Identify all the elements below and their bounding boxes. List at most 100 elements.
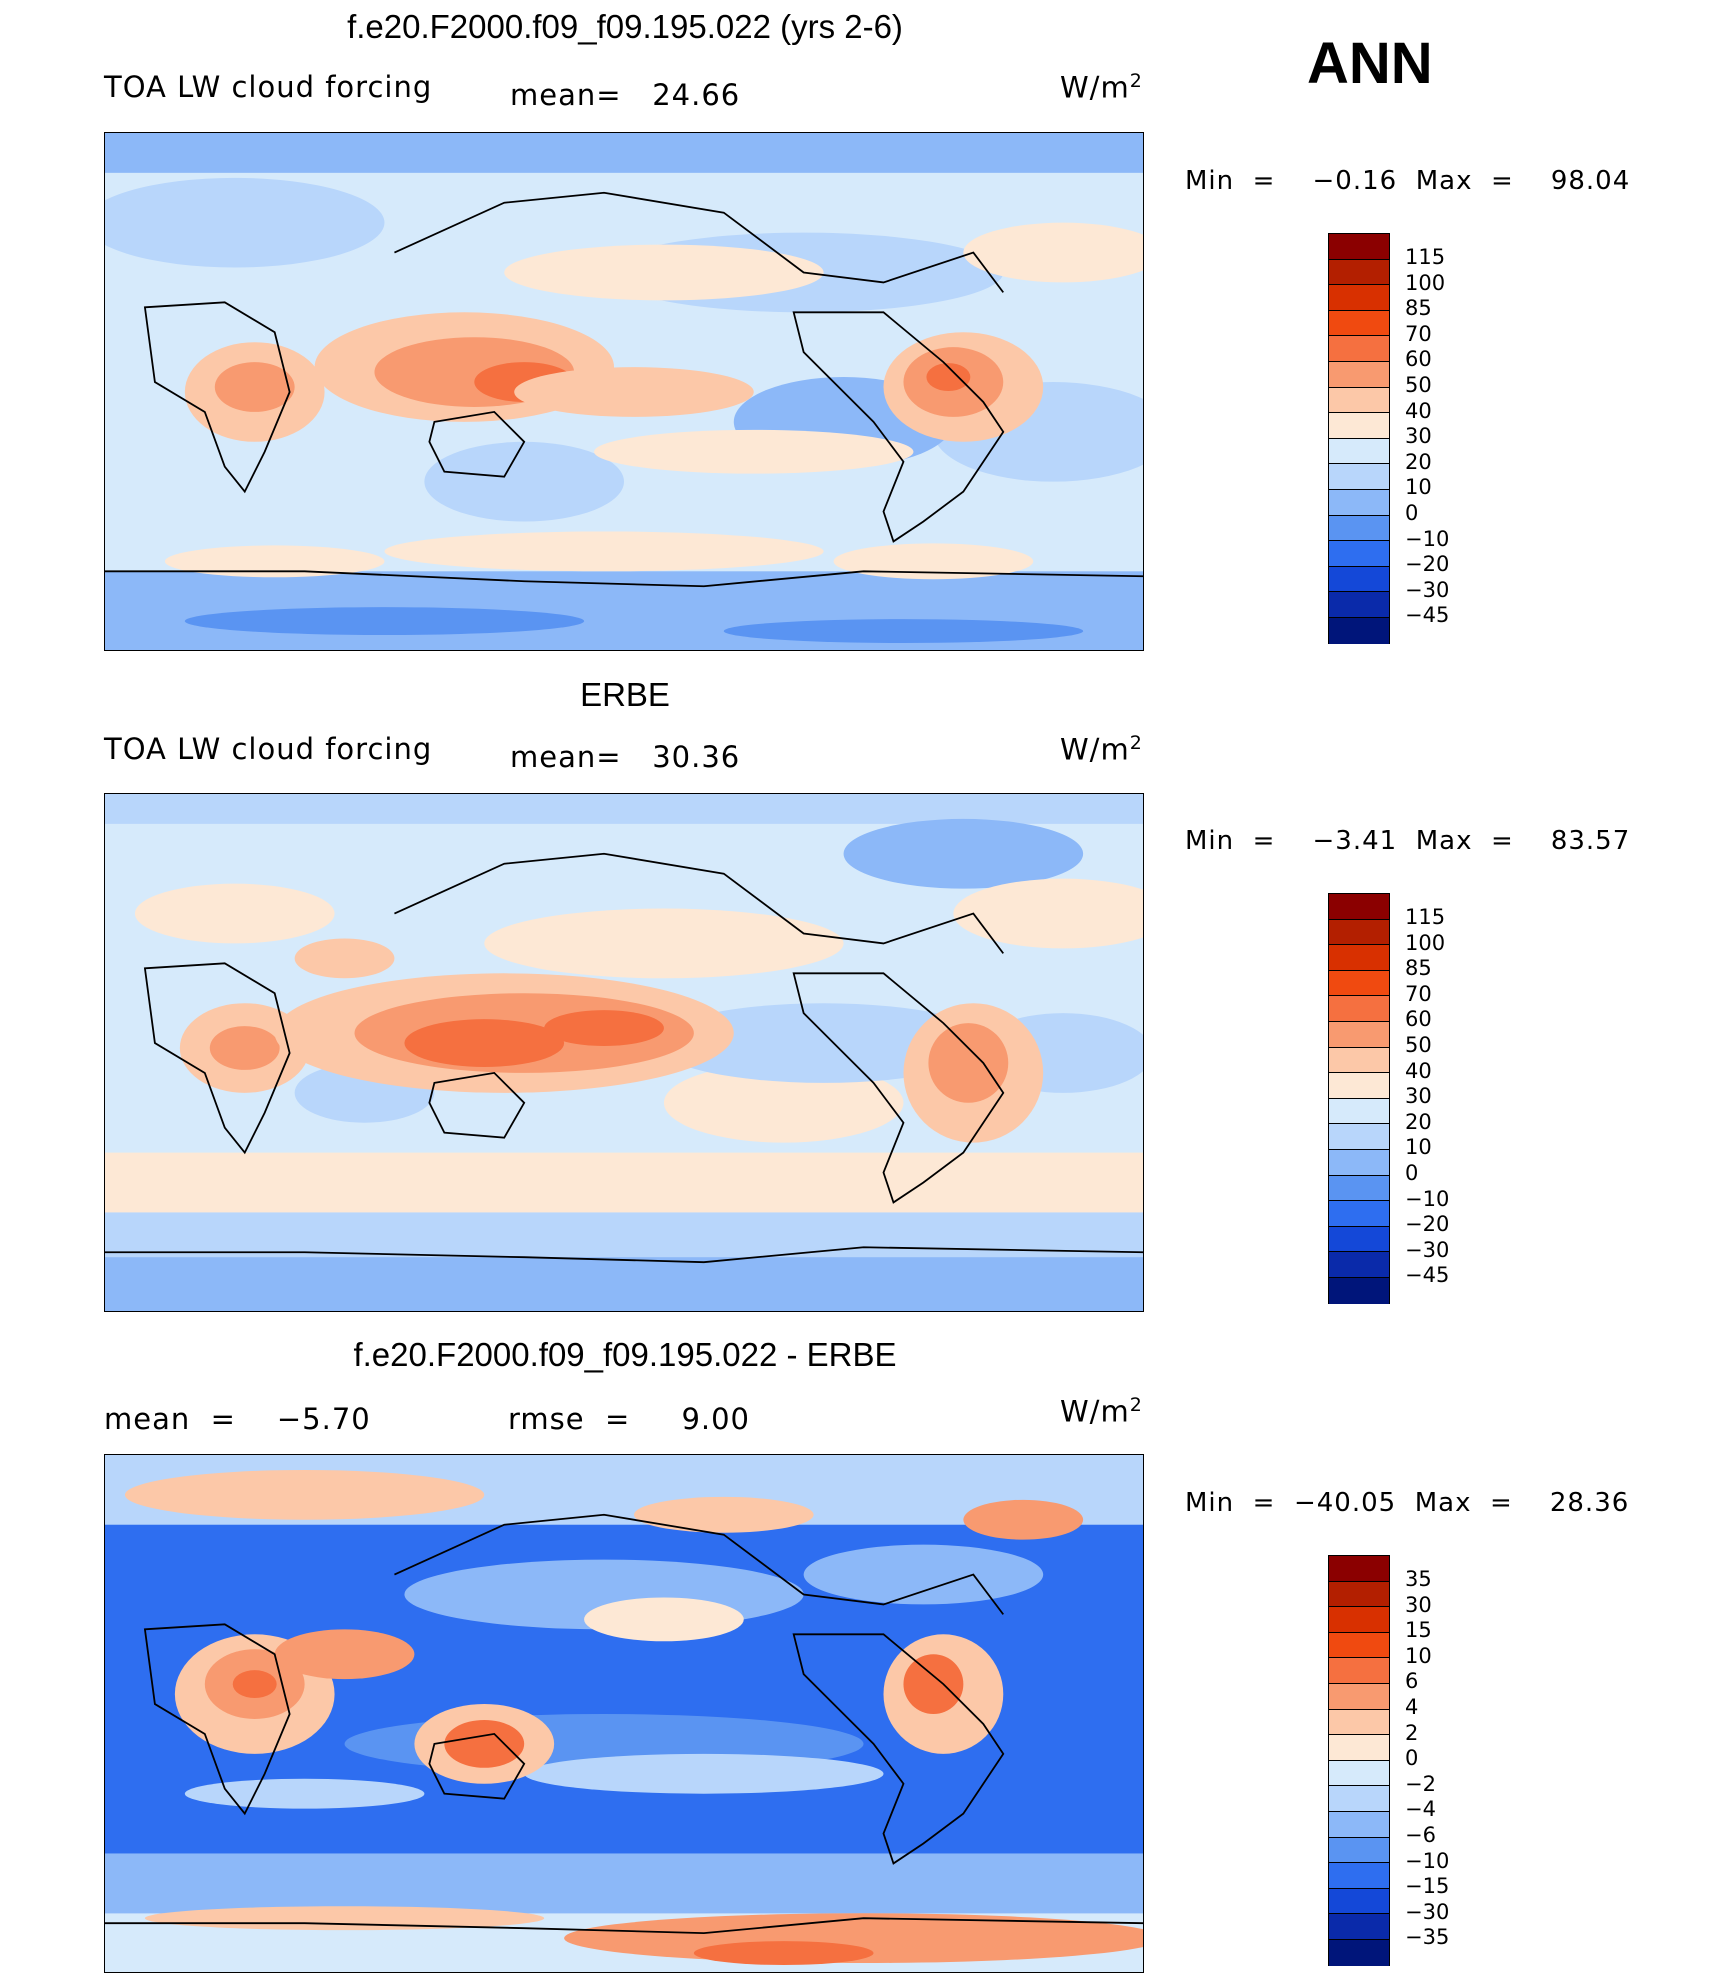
panel1-colorbar-swatch [1329,541,1389,567]
panel1-colorbar-tick-label: −30 [1405,577,1450,602]
panel3-colorbar-tick-label: −4 [1405,1797,1436,1822]
panel1-colorbar-labels: 115 100 85 70 60 50 40 30 20 10 0 −10 −20 −30 −45 [1405,245,1449,629]
panel1-colorbar-swatch [1329,413,1389,439]
panel3-colorbar-swatch [1329,1632,1389,1659]
panel1-colorbar-swatch [1329,336,1389,362]
panel2-colorbar-tick-label: 0 [1405,1160,1419,1185]
panel3-colorbar-tick-label: −6 [1405,1822,1436,1847]
panel2-map [104,793,1144,1312]
panel3-colorbar-swatch [1329,1735,1389,1761]
panel1-colorbar-tick-label: 115 [1405,245,1446,269]
panel1-colorbar-swatch [1329,361,1389,388]
panel3-colorbar-swatch [1329,1888,1389,1915]
panel3-colorbar-tick-label: −10 [1405,1848,1450,1873]
panel2-colorbar-swatch [1329,1021,1389,1048]
panel2-colorbar-labels: 115 100 85 70 60 50 40 30 20 10 0 −10 −20 −30 −45 [1405,905,1449,1289]
panel2-colorbar-swatch [1329,1226,1389,1253]
panel3-colorbar-swatch [1329,1556,1389,1582]
panel2-colorbar-swatch [1329,1201,1389,1227]
panel2-colorbar-swatch [1329,919,1389,946]
panel1-colorbar-tick-label: 100 [1405,270,1446,295]
panel3-colorbar-swatch [1329,1709,1389,1736]
panel3-colorbar-swatch [1329,1863,1389,1889]
panel1-contour-plot [105,133,1143,650]
panel1-colorbar-swatch [1329,438,1389,465]
panel1-colorbar-tick-label: 60 [1405,347,1432,372]
panel1-mean: mean= 24.66 [510,78,741,112]
panel2-colorbar-tick-label: 40 [1405,1058,1432,1083]
panel1-colorbar-tick-label: −10 [1405,526,1450,551]
panel2-colorbar-swatch [1329,1047,1389,1074]
panel2-minmax: Min = −3.41 Max = 83.57 [1185,826,1631,856]
panel3-colorbar-tick-label: −30 [1405,1899,1450,1924]
panel2-colorbar-swatch [1329,894,1389,920]
panel1-colorbar-tick-label: 40 [1405,398,1432,423]
panel1-units: W/m2 [1060,70,1143,105]
panel2-colorbar-swatch [1329,1073,1389,1099]
panel2-colorbar-tick-label: 60 [1405,1007,1432,1032]
panel3-units: W/m2 [1060,1394,1143,1429]
panel1-colorbar-tick-label: −20 [1405,552,1450,577]
panel2-colorbar-tick-label: 115 [1405,905,1446,929]
panel3-colorbar-swatch [1329,1837,1389,1864]
panel2-colorbar-swatch [1329,1124,1389,1150]
panel3-contour-plot [105,1455,1143,1972]
panel3-colorbar-tick-label: 30 [1405,1592,1432,1617]
panel3-colorbar-tick-label: 2 [1405,1720,1419,1745]
panel2-colorbar-swatch [1329,1149,1389,1176]
panel3-colorbar-tick-label: 6 [1405,1669,1419,1694]
panel1-colorbar-swatch [1329,310,1389,337]
panel1-colorbar-swatch [1329,285,1389,311]
panel1-colorbar-tick-label: 30 [1405,424,1432,449]
panel3-colorbar-tick-label: −15 [1405,1874,1450,1899]
panel1-colorbar-swatch [1329,592,1389,618]
panel1-colorbar-tick-label: 50 [1405,372,1432,397]
panel3-colorbar-swatch [1329,1786,1389,1812]
panel3-colorbar-tick-label: 35 [1405,1567,1432,1591]
panel3-colorbar-swatch [1329,1607,1389,1633]
panel2-colorbar-swatch [1329,1175,1389,1202]
panel1-title: f.e20.F2000.f09_f09.195.022 (yrs 2-6) [347,8,903,45]
panel2-colorbar-swatch [1329,1252,1389,1278]
panel1-colorbar-tick-label: 70 [1405,321,1432,346]
panel3-colorbar-tick-label: −35 [1405,1925,1450,1950]
panel3-colorbar-labels: 35 30 15 10 6 4 2 0 −2 −4 −6 −10 −15 −30 −35 [1405,1567,1449,1951]
panel1-colorbar-swatch [1329,234,1389,260]
panel3-colorbar-tick-label: 10 [1405,1643,1432,1668]
panel3-colorbar-swatch [1329,1658,1389,1684]
panel2-colorbar-swatch [1329,996,1389,1022]
panel3-colorbar-swatch [1329,1760,1389,1787]
panel2-colorbar-tick-label: 10 [1405,1135,1432,1160]
panel1-colorbar-swatch [1329,515,1389,542]
panel3-minmax: Min = −40.05 Max = 28.36 [1185,1488,1630,1518]
panel1-colorbar-swatch [1329,464,1389,490]
panel3-colorbar-swatch [1329,1581,1389,1608]
panel1-field-label: TOA LW cloud forcing [104,70,433,104]
panel3-mean: mean = −5.70 [104,1402,371,1436]
panel3-colorbar [1328,1555,1390,1966]
panel2-mean: mean= 30.36 [510,740,741,774]
panel2-colorbar-swatch [1329,1098,1389,1125]
panel2-colorbar-tick-label: 70 [1405,981,1432,1006]
panel2-field-label: TOA LW cloud forcing [104,732,433,766]
panel2-colorbar-tick-label: 85 [1405,956,1432,981]
panel1-map [104,132,1144,651]
panel2-colorbar-swatch [1329,1277,1389,1304]
panel2-colorbar-tick-label: −45 [1405,1263,1450,1288]
panel3-map [104,1454,1144,1973]
panel3-colorbar-tick-label: 15 [1405,1618,1432,1643]
panel2-colorbar-swatch [1329,970,1389,997]
panel1-colorbar-tick-label: 20 [1405,449,1432,474]
panel1-minmax: Min = −0.16 Max = 98.04 [1185,166,1631,196]
panel3-colorbar-tick-label: −2 [1405,1771,1436,1796]
panel3-colorbar-swatch [1329,1811,1389,1838]
panel1-colorbar-tick-label: 0 [1405,500,1419,525]
panel2-colorbar-tick-label: −10 [1405,1186,1450,1211]
panel2-colorbar [1328,893,1390,1304]
panel1-colorbar-swatch [1329,259,1389,286]
panel1-colorbar-tick-label: 10 [1405,475,1432,500]
panel1-colorbar-swatch [1329,387,1389,414]
panel3-colorbar-swatch [1329,1914,1389,1940]
panel2-title: ERBE [580,676,670,713]
panel3-colorbar-swatch [1329,1939,1389,1966]
